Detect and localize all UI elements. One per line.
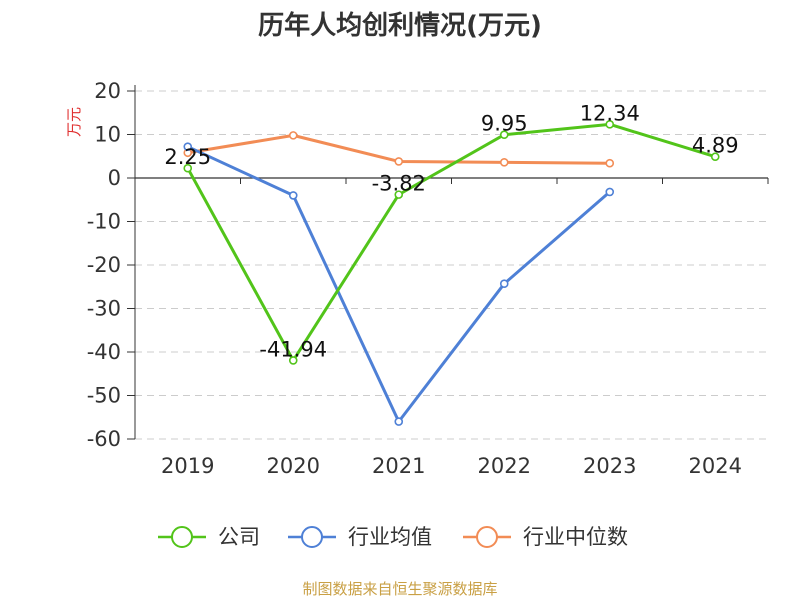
series-lines	[183, 120, 720, 426]
y-tick-label: -30	[87, 297, 121, 321]
legend-item[interactable]: 行业中位数	[463, 525, 628, 549]
data-point[interactable]	[499, 130, 509, 140]
legend-item[interactable]: 行业均值	[288, 525, 432, 549]
y-tick-label: -10	[87, 210, 121, 234]
legend-label: 公司	[218, 525, 260, 549]
axes	[127, 85, 769, 440]
data-label: 2.25	[164, 145, 211, 169]
data-label: -41.94	[259, 337, 327, 361]
y-tick-label: -20	[87, 253, 121, 277]
x-tick-label: 2021	[372, 454, 425, 478]
x-tick-label: 2019	[161, 454, 214, 478]
data-point[interactable]	[288, 191, 298, 200]
data-point[interactable]	[499, 279, 509, 289]
legend-marker	[476, 526, 498, 548]
data-label: -3.82	[372, 172, 426, 196]
x-tick-label: 2020	[267, 454, 320, 478]
series-3	[183, 131, 615, 168]
data-point[interactable]	[394, 190, 404, 199]
legend-marker	[171, 526, 193, 548]
data-point[interactable]	[499, 158, 509, 167]
data-label: 12.34	[580, 101, 640, 125]
y-axis-label: 万元	[65, 107, 83, 137]
data-point[interactable]	[288, 131, 298, 140]
x-tick-label: 2023	[583, 454, 636, 478]
data-point[interactable]	[288, 356, 298, 365]
legend-label: 行业均值	[348, 525, 432, 549]
x-tick-label: 2022	[478, 454, 531, 478]
data-point[interactable]	[394, 417, 404, 426]
series-2	[183, 142, 615, 426]
y-tick-label: -50	[87, 384, 121, 408]
data-point[interactable]	[394, 157, 404, 166]
data-label: 9.95	[481, 112, 528, 136]
y-tick-label: -60	[87, 427, 121, 451]
data-point[interactable]	[605, 158, 615, 168]
y-tick-label: -40	[87, 340, 121, 364]
legend[interactable]: 公司 行业均值 行业中位数	[158, 525, 628, 549]
y-tick-label: 20	[94, 79, 121, 103]
data-labels: 2.25 -41.94 -3.82 9.95 12.34 4.89	[164, 101, 738, 361]
chart-title: 历年人均创利情况(万元)	[258, 10, 542, 41]
y-tick-label: 0	[108, 166, 121, 190]
data-point[interactable]	[183, 163, 193, 173]
x-tick-label: 2024	[689, 454, 742, 478]
series-line	[186, 122, 716, 362]
legend-label: 行业中位数	[523, 525, 628, 549]
data-point[interactable]	[710, 152, 720, 162]
data-label: 4.89	[692, 134, 739, 158]
series-1	[183, 120, 720, 365]
data-point[interactable]	[183, 142, 193, 151]
source-note: 制图数据来自恒生聚源数据库	[302, 580, 497, 598]
y-tick-labels: 20 10 0 -10 -20 -30 -40 -50 -60	[87, 79, 121, 451]
legend-item[interactable]: 公司	[158, 525, 260, 549]
x-tick-labels: 2019 2020 2021 2022 2023 2024	[161, 454, 742, 478]
legend-marker	[301, 526, 323, 548]
data-point[interactable]	[605, 187, 615, 197]
data-point[interactable]	[605, 120, 615, 129]
y-tick-label: 10	[94, 123, 121, 147]
